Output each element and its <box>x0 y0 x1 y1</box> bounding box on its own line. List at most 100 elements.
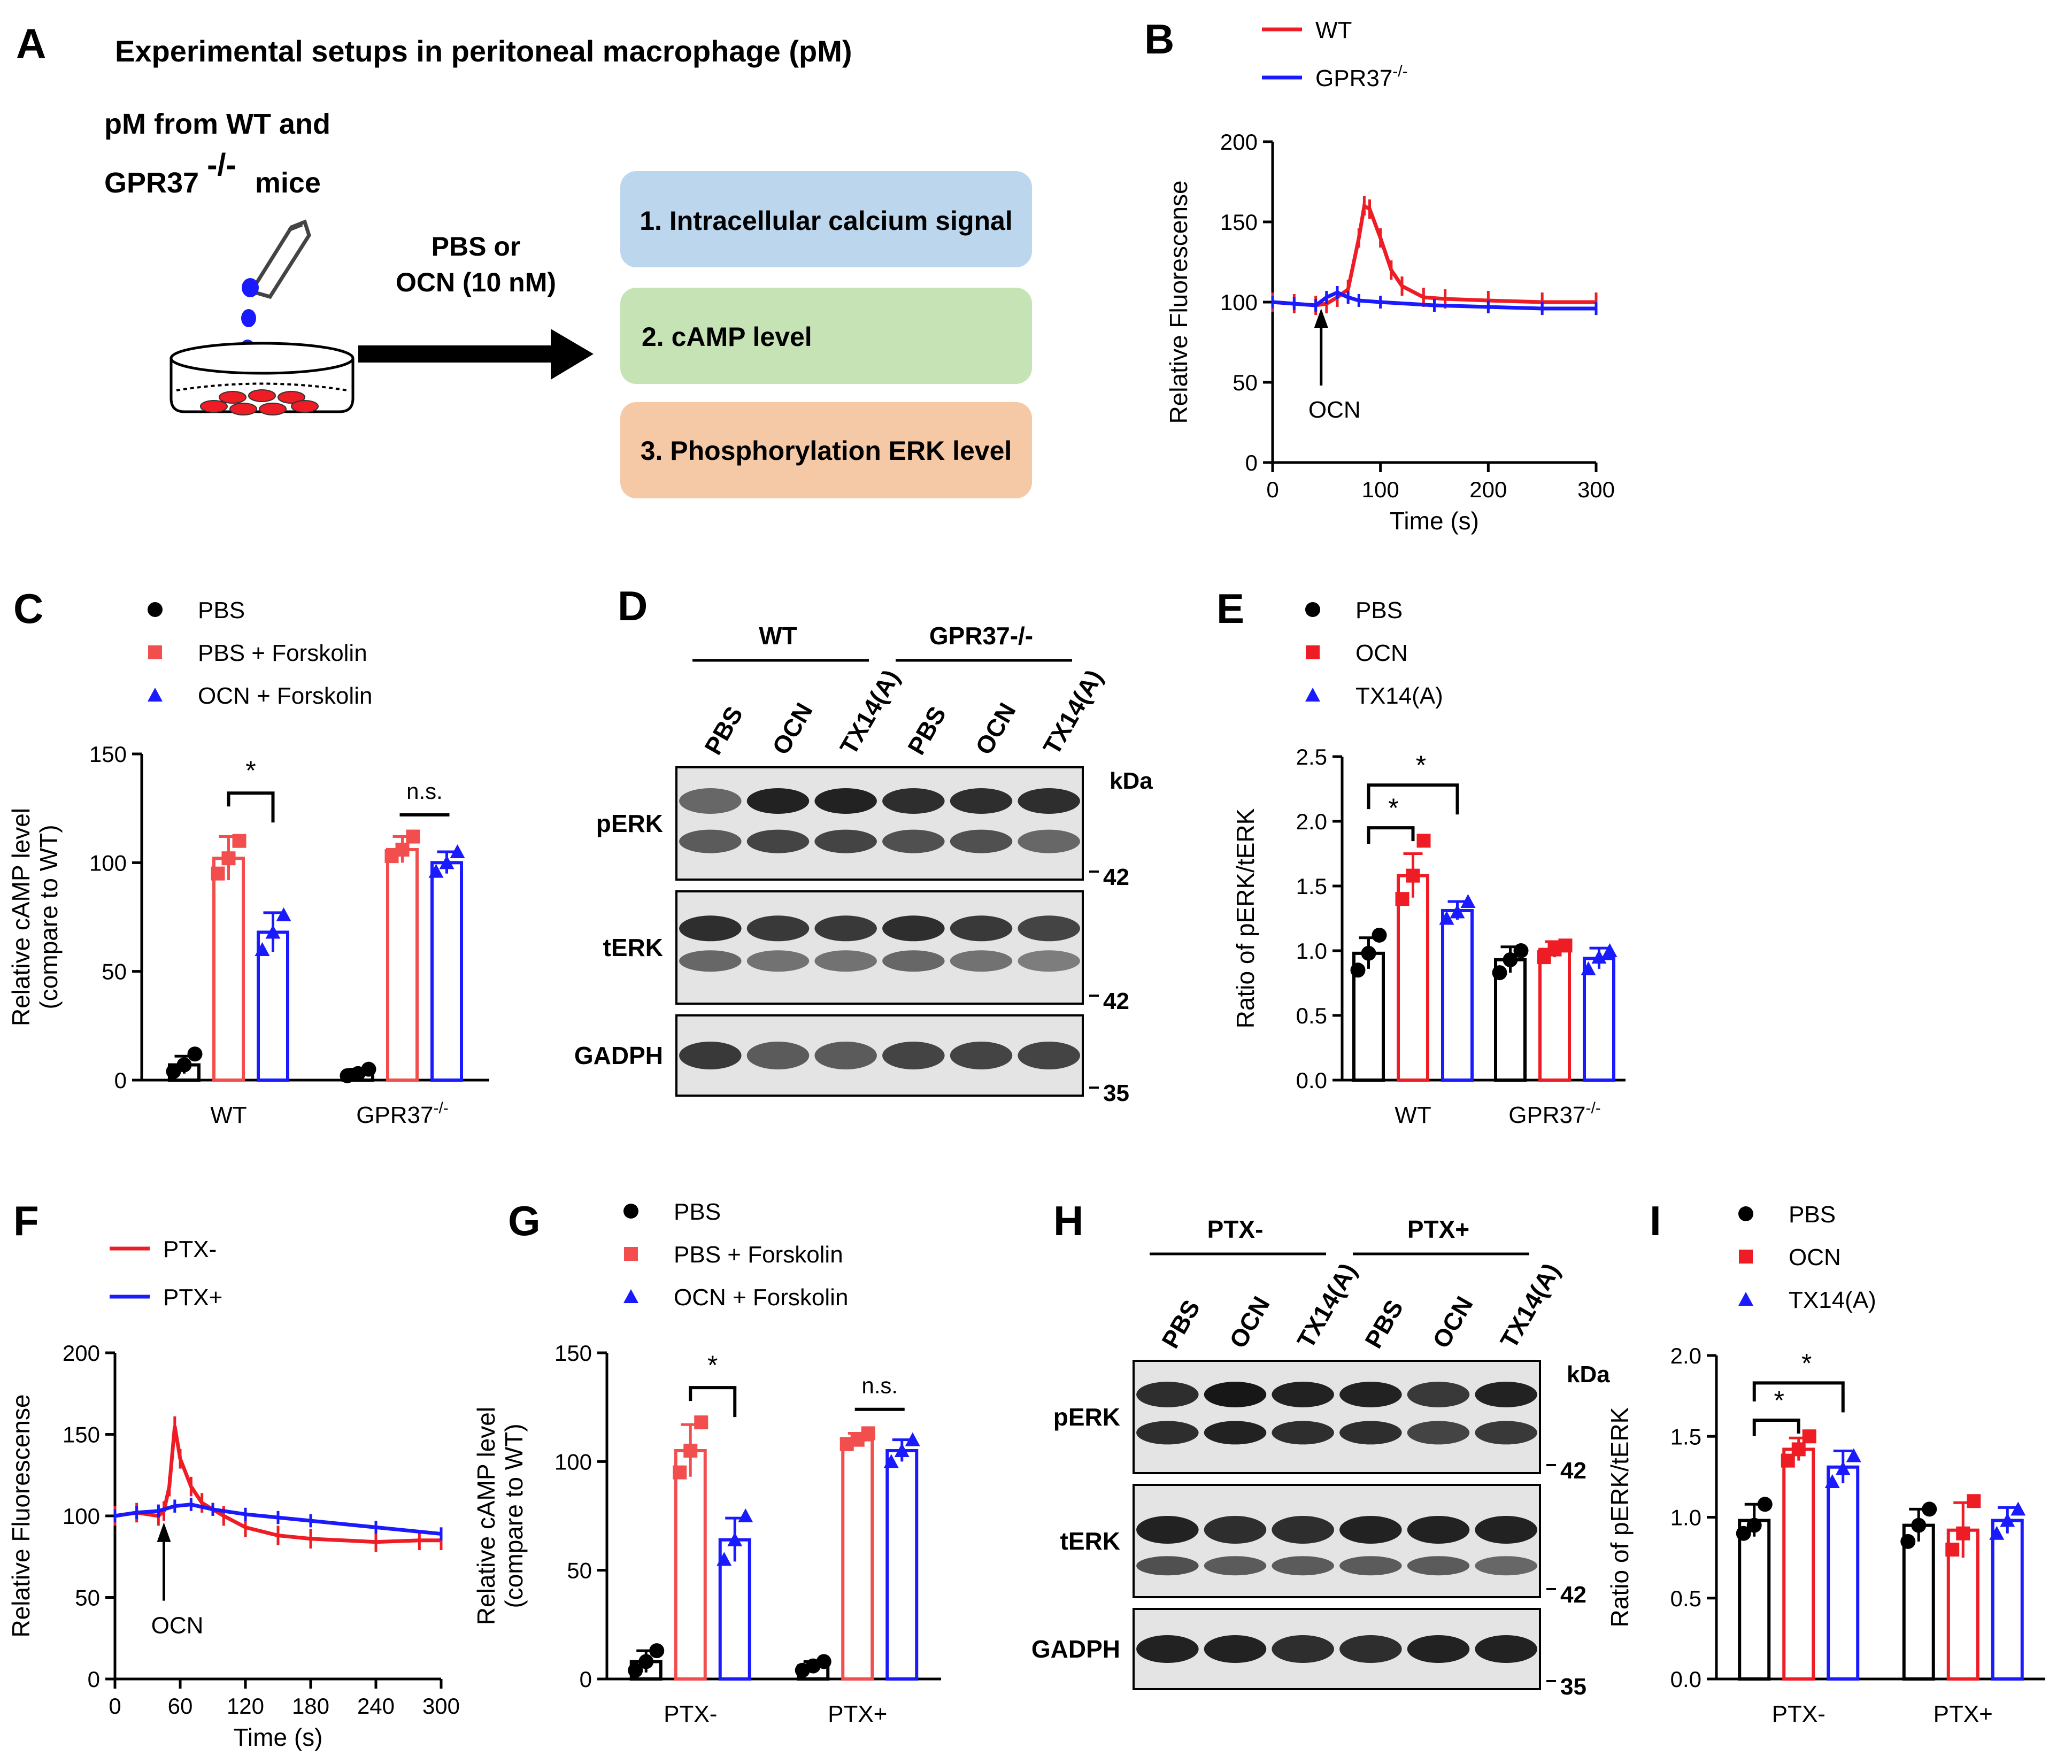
legend-marker <box>1306 645 1320 659</box>
panel-a-title: Experimental setups in peritoneal macrop… <box>115 34 852 68</box>
legend-label: PBS <box>198 597 245 623</box>
y-tick-label: 50 <box>1233 370 1258 395</box>
protein-band <box>746 1042 810 1069</box>
protein-band <box>950 950 1013 972</box>
legend-label: PTX+ <box>163 1284 222 1311</box>
panel-letter-c: C <box>13 585 43 632</box>
data-point <box>1591 950 1607 964</box>
y-tick-label: 0 <box>1245 450 1258 475</box>
protein-band <box>1475 1516 1537 1544</box>
data-point <box>1835 1461 1851 1475</box>
y-axis-label: Relative Fluorescense <box>7 1394 35 1637</box>
panel-letter-f: F <box>13 1197 39 1244</box>
panel-letter-g: G <box>508 1197 541 1244</box>
legend-marker <box>1305 688 1320 702</box>
x-category-label: PTX+ <box>1934 1701 1993 1727</box>
protein-band <box>1136 1556 1199 1576</box>
protein-band <box>1018 829 1080 853</box>
bar <box>841 1438 874 1681</box>
assay-label-1: 1. Intracellular calcium signal <box>640 206 1013 236</box>
y-tick-label: 0.0 <box>1296 1068 1327 1093</box>
marker-label: 42 <box>1103 864 1129 890</box>
data-point <box>276 907 291 921</box>
treatment-line-1: PBS or <box>432 232 521 261</box>
legend-label: WT <box>1315 17 1352 43</box>
protein-band <box>1018 950 1080 972</box>
data-point <box>1439 911 1454 925</box>
bar <box>1738 1519 1771 1681</box>
bar <box>1397 874 1429 1082</box>
protein-band <box>1407 1556 1470 1576</box>
data-point <box>265 925 281 939</box>
lane-label: PBS <box>1156 1295 1205 1353</box>
legend-label: OCN + Forskolin <box>674 1284 848 1311</box>
panel-letter-a: A <box>16 20 46 67</box>
significance-star-1: * <box>1388 793 1398 823</box>
protein-band <box>950 829 1013 853</box>
protein-band <box>1407 1516 1470 1544</box>
blot-membrane <box>1133 1608 1541 1690</box>
significance-bracket-1 <box>1752 1419 1800 1436</box>
protein-band <box>1272 1635 1334 1663</box>
bar <box>1782 1447 1815 1681</box>
protein-band <box>1272 1421 1334 1445</box>
significance-bracket-2 <box>1367 783 1459 815</box>
y-axis-label: Relative cAMP level <box>472 1407 500 1625</box>
arrow-head-icon <box>157 1522 171 1542</box>
panel-letter-b: B <box>1144 16 1174 63</box>
y-tick-label: 0.5 <box>1296 1003 1327 1028</box>
protein-band <box>882 829 945 853</box>
protein-band <box>1339 1516 1402 1544</box>
chart-i: 0.0 0.5 1.0 1.5 2.0 Ratio of pERK/tERK PTX- PTX… <box>1606 1201 2045 1727</box>
data-point <box>1581 961 1596 975</box>
x-tick-label: 180 <box>292 1693 329 1719</box>
x-tick-label: 240 <box>357 1693 395 1719</box>
marker-label: 42 <box>1103 988 1129 1014</box>
data-point <box>428 864 444 878</box>
data-point <box>694 1415 708 1430</box>
y-tick-label: 1.0 <box>1296 938 1327 964</box>
category-text: GPR37 <box>1508 1102 1585 1128</box>
series-line-red <box>114 1426 441 1544</box>
legend-label: PBS <box>1789 1201 1836 1228</box>
lane-label: PBS <box>1359 1295 1408 1353</box>
protein-band <box>746 915 810 942</box>
protein-band <box>679 788 742 814</box>
protein-band <box>1204 1635 1267 1663</box>
y-tick-label: 0 <box>88 1667 100 1692</box>
panel-letter-h: H <box>1053 1197 1083 1244</box>
protein-band <box>746 829 810 853</box>
treatment-line-2: OCN (10 nM) <box>396 267 556 297</box>
data-point <box>1350 962 1366 978</box>
legend-text: PTX+ <box>163 1284 222 1311</box>
x-tick-label: 0 <box>109 1693 121 1719</box>
blot-membrane <box>675 890 1084 1005</box>
legend-label: OCN + Forskolin <box>198 683 372 709</box>
data-point <box>1558 938 1573 953</box>
arrow-head-icon <box>1314 309 1328 328</box>
protein-band <box>882 950 945 972</box>
bar <box>430 861 463 1082</box>
source-sup: -/- <box>207 148 236 182</box>
y-tick-label: 100 <box>63 1504 100 1529</box>
data-point <box>1900 1534 1916 1549</box>
lane-label: OCN <box>767 698 818 759</box>
blot-label: tERK <box>603 934 663 961</box>
chart-c: 0 50 100 150 Relative cAMP level (compare to … <box>7 597 489 1128</box>
y-tick-label: 100 <box>554 1449 592 1474</box>
data-point <box>166 1064 181 1079</box>
y-tick-label: 1.5 <box>1296 874 1327 899</box>
significance-bracket <box>227 791 275 823</box>
panel-letter-d: D <box>618 582 648 629</box>
dish-icon <box>170 342 355 415</box>
protein-band <box>1204 1516 1267 1544</box>
blot-label: GADPH <box>574 1042 663 1069</box>
category-text: PTX- <box>664 1701 717 1727</box>
ns-label: n.s. <box>406 779 443 804</box>
protein-band <box>1204 1382 1267 1407</box>
x-tick-label: 100 <box>1362 477 1399 502</box>
protein-band <box>1339 1382 1402 1407</box>
y-tick-label: 2.5 <box>1296 744 1327 769</box>
legend-label: TX14(A) <box>1355 683 1443 709</box>
